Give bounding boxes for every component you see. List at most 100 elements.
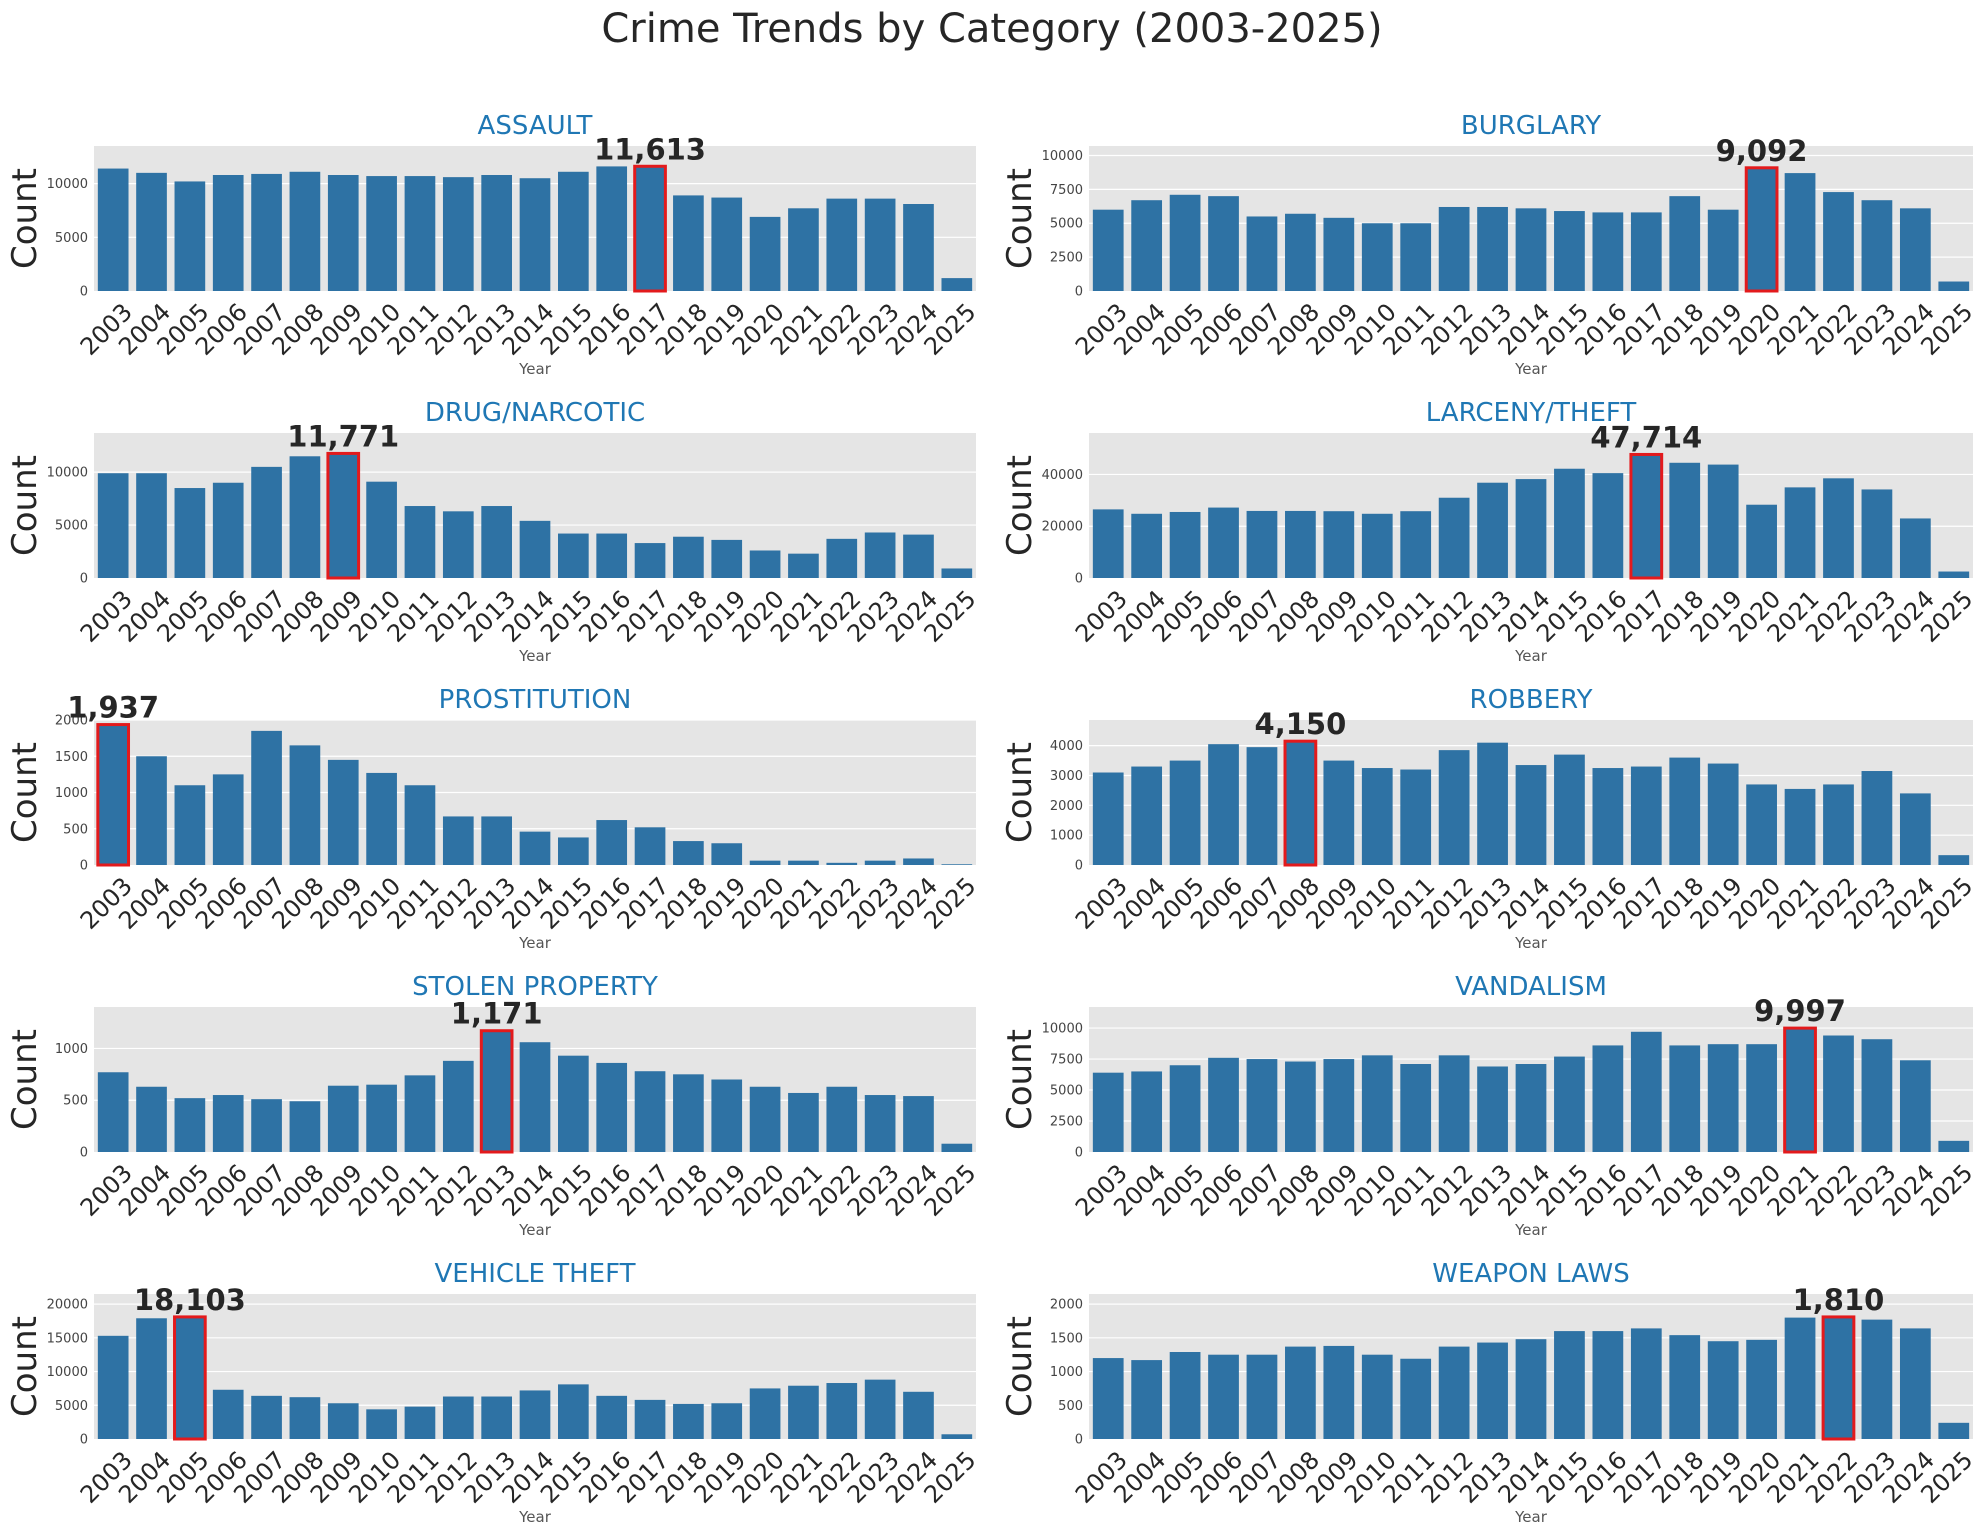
y-tick-label: 2000 xyxy=(1050,1298,1083,1313)
bar xyxy=(1784,487,1816,578)
bar xyxy=(1131,1360,1163,1439)
bar xyxy=(1246,1354,1278,1439)
bar xyxy=(711,1403,743,1439)
bar xyxy=(1592,768,1624,865)
bar xyxy=(1784,173,1816,291)
bar xyxy=(519,831,551,865)
bar xyxy=(1361,1354,1393,1439)
bar xyxy=(1285,510,1316,578)
panel-burglary: 0250050007500100002003200420052006200720… xyxy=(1000,111,1978,378)
y-tick-label: 2000 xyxy=(55,714,88,729)
bar xyxy=(788,208,819,291)
bar xyxy=(136,172,167,291)
bar xyxy=(174,1098,206,1152)
panel-title: LARCENY/THEFT xyxy=(1426,398,1637,428)
bar xyxy=(1285,1346,1316,1439)
bar xyxy=(1592,1331,1624,1439)
bar xyxy=(1630,1031,1662,1152)
y-tick-label: 0 xyxy=(1075,285,1083,300)
bar xyxy=(1746,1339,1777,1439)
bar xyxy=(1746,504,1777,578)
bar xyxy=(1707,464,1739,578)
bar xyxy=(1592,212,1624,291)
bar xyxy=(327,1403,359,1439)
bar xyxy=(1861,1039,1893,1152)
bar xyxy=(251,466,282,578)
y-axis-label: Count xyxy=(1000,168,1040,269)
y-axis-label: Count xyxy=(1000,455,1040,556)
bar xyxy=(1784,788,1816,865)
x-axis-label: Year xyxy=(518,1221,552,1239)
peak-value-label: 11,613 xyxy=(594,132,706,166)
bar xyxy=(903,858,934,865)
bar xyxy=(788,1385,819,1439)
y-axis-label: Count xyxy=(5,168,45,269)
bar xyxy=(1169,1065,1201,1152)
bar xyxy=(673,536,704,578)
bar xyxy=(826,862,858,865)
bar xyxy=(136,1086,167,1152)
bar xyxy=(1899,1060,1931,1152)
bar xyxy=(1515,208,1547,291)
y-axis-label: Count xyxy=(1000,1316,1040,1417)
bar xyxy=(1515,765,1547,865)
bar xyxy=(251,173,282,291)
bar xyxy=(1285,1061,1316,1152)
bar xyxy=(1169,760,1201,865)
bar xyxy=(711,843,743,865)
bar xyxy=(97,473,129,578)
figure-title: Crime Trends by Category (2003-2025) xyxy=(601,6,1382,52)
bar xyxy=(1592,473,1624,578)
bar xyxy=(826,198,858,291)
bar xyxy=(634,827,666,865)
bar xyxy=(903,534,934,578)
bar xyxy=(251,730,282,865)
y-axis-label: Count xyxy=(5,1316,45,1417)
bar xyxy=(1169,194,1201,291)
y-tick-label: 20000 xyxy=(47,1298,88,1313)
bar xyxy=(327,175,359,291)
y-tick-label: 5000 xyxy=(1050,1084,1083,1099)
panel-vehicle-theft: 0500010000150002000020032004200520062007… xyxy=(5,1259,982,1526)
bar xyxy=(519,1042,551,1152)
bar xyxy=(136,756,167,865)
bar xyxy=(404,785,436,865)
panel-drug-narcotic: 0500010000200320042005200620072008200920… xyxy=(5,398,982,665)
bar xyxy=(1438,1346,1470,1439)
bar xyxy=(1823,1035,1854,1152)
bar xyxy=(1092,1358,1124,1439)
y-tick-label: 20000 xyxy=(1042,520,1083,535)
bar xyxy=(366,772,397,865)
bar xyxy=(826,1383,858,1439)
bar-highlight xyxy=(173,1315,207,1441)
bar-highlight xyxy=(1821,1315,1856,1441)
y-tick-label: 7500 xyxy=(1050,1053,1083,1068)
bar xyxy=(136,473,167,578)
y-tick-label: 10000 xyxy=(1042,149,1083,164)
bar xyxy=(1707,1044,1739,1152)
bar xyxy=(97,1335,129,1439)
bar xyxy=(1169,1352,1201,1439)
panel-title: ROBBERY xyxy=(1470,685,1593,715)
bar xyxy=(1554,211,1585,291)
bar xyxy=(289,1101,321,1152)
y-tick-label: 1000 xyxy=(55,786,88,801)
bar xyxy=(404,1075,436,1152)
bar xyxy=(1784,1317,1816,1439)
bar-highlight xyxy=(1783,1026,1817,1154)
bar xyxy=(1554,1056,1585,1152)
bar xyxy=(366,176,397,291)
bar xyxy=(596,1062,628,1152)
y-axis-label: Count xyxy=(1000,742,1040,843)
x-axis-label: Year xyxy=(518,647,552,665)
bar xyxy=(1246,747,1278,865)
bar xyxy=(1323,1059,1355,1152)
bar xyxy=(1169,511,1201,578)
bar xyxy=(1630,1328,1662,1439)
bar xyxy=(1515,1064,1547,1152)
bar xyxy=(1823,192,1854,291)
bar xyxy=(481,1396,512,1439)
bar xyxy=(1592,1045,1624,1152)
bar xyxy=(289,1397,321,1439)
bar xyxy=(1515,1339,1547,1439)
